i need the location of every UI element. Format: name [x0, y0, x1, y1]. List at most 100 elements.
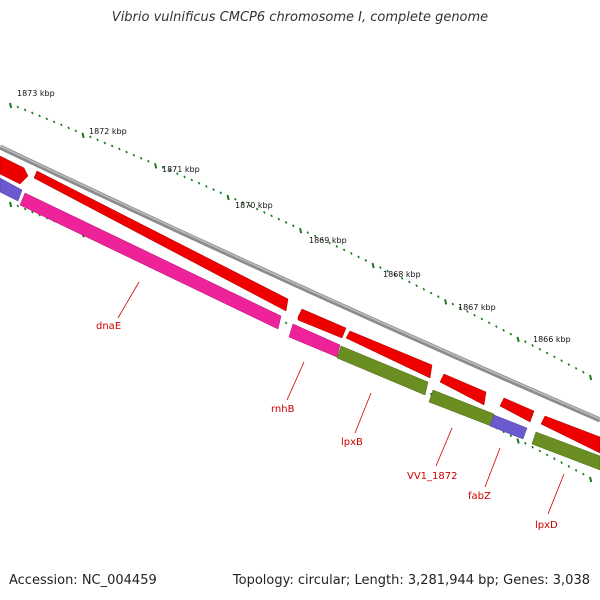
tick-label-1871: 1871 kbp	[162, 165, 200, 174]
cds-forward-4[interactable]	[345, 330, 433, 379]
ruler-minor-tick	[270, 214, 273, 218]
ruler-minor-tick	[473, 313, 476, 317]
cds-reverse-magenta-rnhB[interactable]	[288, 323, 341, 358]
cds-forward-5[interactable]	[439, 373, 487, 406]
ruler-minor-tick	[524, 441, 527, 445]
ruler-minor-tick	[176, 172, 179, 176]
cds-forward-6[interactable]	[499, 397, 535, 423]
ruler-major-tick	[516, 336, 520, 343]
ruler-minor-tick	[125, 150, 128, 154]
ruler-minor-tick	[313, 234, 317, 238]
tick-label-1866: 1866 kbp	[533, 335, 571, 344]
cds-reverse-green-lpxD[interactable]	[531, 431, 600, 471]
tick-label-1870: 1870 kbp	[235, 201, 273, 210]
ruler-minor-tick	[60, 123, 63, 127]
gene-label-lpxD[interactable]: lpxD	[535, 520, 558, 531]
ruler-minor-tick	[437, 295, 440, 299]
leader-rnhB	[286, 361, 305, 401]
backbone-line	[0, 144, 600, 423]
cds-forward-3[interactable]	[297, 308, 347, 339]
gene-label-lpxB[interactable]: lpxB	[341, 437, 363, 448]
ruler-minor-tick	[321, 238, 324, 241]
ruler-minor-tick	[103, 141, 107, 145]
cds-reverse-blue-fabZ[interactable]	[489, 414, 528, 440]
ruler-minor-tick	[284, 221, 288, 224]
accession-text: Accession: NC_004459	[9, 573, 157, 588]
ruler-minor-tick	[38, 114, 41, 118]
ruler-minor-tick	[538, 347, 542, 351]
ruler-minor-tick	[560, 461, 563, 464]
ruler-minor-tick	[408, 280, 411, 284]
ruler-minor-tick	[183, 175, 186, 179]
ruler-minor-tick	[292, 224, 295, 228]
cds-forward-1[interactable]	[0, 155, 29, 185]
ruler-minor-tick	[350, 251, 353, 255]
ruler-minor-tick	[582, 472, 585, 476]
ruler-minor-tick	[67, 126, 70, 130]
cds-reverse-blue-1[interactable]	[0, 177, 23, 202]
cds-forward-7[interactable]	[540, 415, 600, 454]
cds-forward-2[interactable]	[33, 170, 289, 312]
ruler-minor-tick	[31, 111, 34, 115]
leader-dnaE	[117, 281, 140, 319]
ruler-minor-tick	[263, 210, 266, 214]
ruler-minor-tick	[118, 147, 121, 151]
ruler-minor-tick	[284, 321, 288, 325]
ruler-major-tick	[9, 201, 13, 208]
gene-label-dnaE[interactable]: dnaE	[96, 321, 121, 332]
cds-reverse-magenta-dnaE[interactable]	[19, 192, 282, 330]
ruler-minor-tick	[277, 217, 281, 221]
leader-vv1872	[435, 427, 453, 467]
tick-label-1868: 1868 kbp	[383, 270, 421, 279]
ruler-minor-tick	[197, 181, 201, 185]
map-title: Vibrio vulnificus CMCP6 chromosome I, co…	[111, 10, 489, 25]
ruler-minor-tick	[357, 255, 360, 259]
ruler-minor-tick	[393, 273, 397, 277]
ruler-major-tick	[226, 194, 230, 201]
ruler-major-tick	[299, 227, 303, 234]
ruler-major-tick	[516, 438, 520, 444]
ruler-minor-tick	[96, 138, 99, 142]
leader-fabZ	[484, 447, 501, 488]
ruler-major-tick	[589, 476, 593, 483]
ruler-major-tick	[9, 102, 13, 109]
ruler-minor-tick	[89, 135, 92, 139]
ruler-minor-tick	[190, 178, 194, 182]
ruler-major-tick	[154, 163, 158, 169]
ruler-minor-tick	[234, 197, 237, 201]
ruler-minor-tick	[364, 259, 368, 262]
ruler-major-tick	[81, 132, 85, 139]
ruler-minor-tick	[110, 144, 114, 148]
tick-label-1867: 1867 kbp	[458, 303, 496, 312]
ruler-minor-tick	[379, 266, 382, 270]
ruler-minor-tick	[386, 269, 389, 273]
ruler-minor-tick	[241, 201, 244, 204]
ruler-minor-tick	[567, 465, 571, 468]
gene-label-rnhB[interactable]: rnhB	[271, 404, 295, 415]
ruler-minor-tick	[480, 317, 484, 321]
ruler-minor-tick	[495, 325, 498, 328]
ruler-minor-tick	[422, 287, 426, 291]
ruler-minor-tick	[574, 468, 578, 472]
ruler-minor-tick	[509, 434, 513, 438]
ruler-minor-tick	[524, 340, 527, 344]
ruler-minor-tick	[74, 129, 78, 133]
ruler-minor-tick	[553, 355, 556, 359]
ruler-minor-tick	[248, 204, 252, 208]
ruler-minor-tick	[342, 248, 346, 252]
ruler-minor-tick	[31, 210, 34, 214]
gene-label-fabZ[interactable]: fabZ	[468, 491, 491, 502]
ruler-minor-tick	[16, 204, 20, 208]
ruler-minor-tick	[582, 370, 585, 374]
ruler-minor-tick	[168, 169, 172, 172]
ruler-minor-tick	[545, 453, 549, 457]
ruler-minor-tick	[219, 191, 223, 195]
ruler-minor-tick	[545, 351, 549, 355]
ruler-minor-tick	[451, 302, 455, 306]
ruler-major-tick	[371, 262, 375, 269]
cds-reverse-green-lpxB[interactable]	[336, 345, 429, 396]
gene-label-vv1872[interactable]: VV1_1872	[407, 471, 458, 482]
ruler-minor-tick	[458, 306, 462, 310]
ruler-minor-tick	[16, 105, 20, 109]
